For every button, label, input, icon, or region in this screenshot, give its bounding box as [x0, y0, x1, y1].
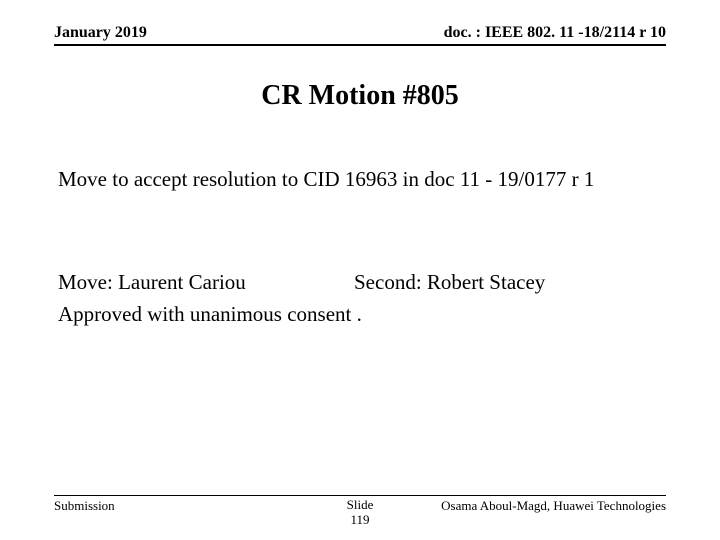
second-name: Robert Stacey — [427, 270, 545, 294]
mover: Move: Laurent Cariou — [58, 270, 354, 295]
footer-slide-label: Slide — [347, 497, 374, 512]
move-second-row: Move: Laurent Cariou Second: Robert Stac… — [58, 270, 662, 295]
seconder: Second: Robert Stacey — [354, 270, 545, 295]
footer-center: Slide 119 — [347, 498, 374, 528]
footer-row: Submission Slide 119 Osama Aboul-Magd, H… — [54, 495, 666, 514]
mover-name: Laurent Cariou — [118, 270, 246, 294]
mover-label: Move: — [58, 270, 118, 294]
header-date: January 2019 — [54, 24, 147, 42]
footer-author: Osama Aboul-Magd, Huawei Technologies — [441, 498, 666, 514]
result-text: Approved with unanimous consent . — [58, 302, 662, 327]
footer-slide-number: 119 — [350, 512, 369, 527]
header-docref: doc. : IEEE 802. 11 -18/2114 r 10 — [444, 24, 666, 42]
second-label: Second: — [354, 270, 427, 294]
slide-title: CR Motion #805 — [0, 80, 720, 112]
motion-text: Move to accept resolution to CID 16963 i… — [58, 165, 662, 193]
footer-left: Submission — [54, 498, 115, 514]
slide-page: January 2019 doc. : IEEE 802. 11 -18/211… — [0, 0, 720, 540]
header-row: January 2019 doc. : IEEE 802. 11 -18/211… — [54, 24, 666, 46]
